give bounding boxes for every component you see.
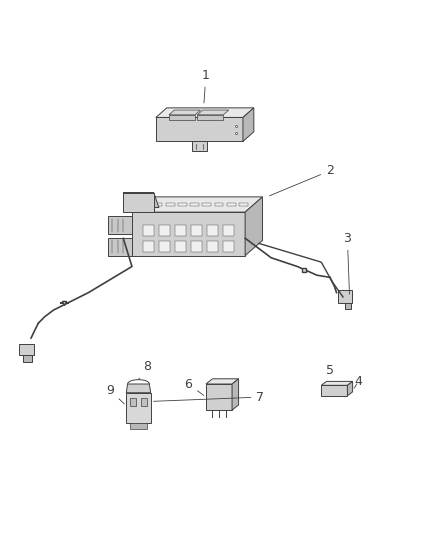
Text: 7: 7 [153, 391, 265, 403]
Polygon shape [123, 192, 154, 212]
Polygon shape [126, 384, 151, 393]
Polygon shape [169, 110, 201, 115]
Text: 2: 2 [269, 164, 334, 196]
Polygon shape [191, 141, 207, 151]
Text: 6: 6 [184, 377, 204, 395]
Text: 5: 5 [326, 365, 339, 382]
Polygon shape [206, 379, 239, 384]
Polygon shape [345, 303, 351, 309]
Polygon shape [197, 115, 223, 120]
Polygon shape [321, 385, 347, 396]
Bar [141, 398, 147, 406]
Bar [207, 241, 218, 252]
Bar [207, 225, 218, 236]
Bar [130, 398, 136, 406]
Polygon shape [206, 384, 232, 410]
Polygon shape [108, 216, 132, 234]
Polygon shape [190, 203, 199, 206]
Polygon shape [169, 115, 195, 120]
Bar [191, 225, 202, 236]
Bar [143, 241, 154, 252]
Bar [223, 241, 234, 252]
Polygon shape [321, 382, 353, 385]
Polygon shape [232, 379, 239, 410]
Text: 1: 1 [202, 69, 210, 103]
Polygon shape [19, 344, 34, 355]
Polygon shape [108, 238, 132, 256]
Polygon shape [166, 203, 175, 206]
Polygon shape [197, 110, 229, 115]
Polygon shape [202, 203, 211, 206]
Polygon shape [227, 203, 236, 206]
Text: 8: 8 [138, 360, 151, 379]
Polygon shape [123, 192, 159, 207]
Bar [130, 423, 147, 429]
Polygon shape [156, 117, 243, 141]
Text: 4: 4 [354, 375, 362, 389]
Polygon shape [338, 290, 352, 303]
Polygon shape [23, 355, 32, 362]
Polygon shape [245, 197, 262, 256]
Bar [175, 241, 186, 252]
Polygon shape [126, 393, 151, 423]
Polygon shape [132, 197, 262, 212]
Polygon shape [156, 108, 254, 117]
Bar [223, 225, 234, 236]
Polygon shape [178, 203, 187, 206]
Text: 9: 9 [106, 384, 124, 404]
Polygon shape [154, 203, 162, 206]
Polygon shape [347, 382, 353, 396]
Bar [159, 225, 170, 236]
Polygon shape [243, 108, 254, 141]
Bar [175, 225, 186, 236]
Text: 3: 3 [343, 232, 351, 294]
Bar [191, 241, 202, 252]
Polygon shape [215, 203, 223, 206]
Bar [143, 225, 154, 236]
Polygon shape [132, 212, 245, 256]
Bar [159, 241, 170, 252]
Polygon shape [239, 203, 248, 206]
